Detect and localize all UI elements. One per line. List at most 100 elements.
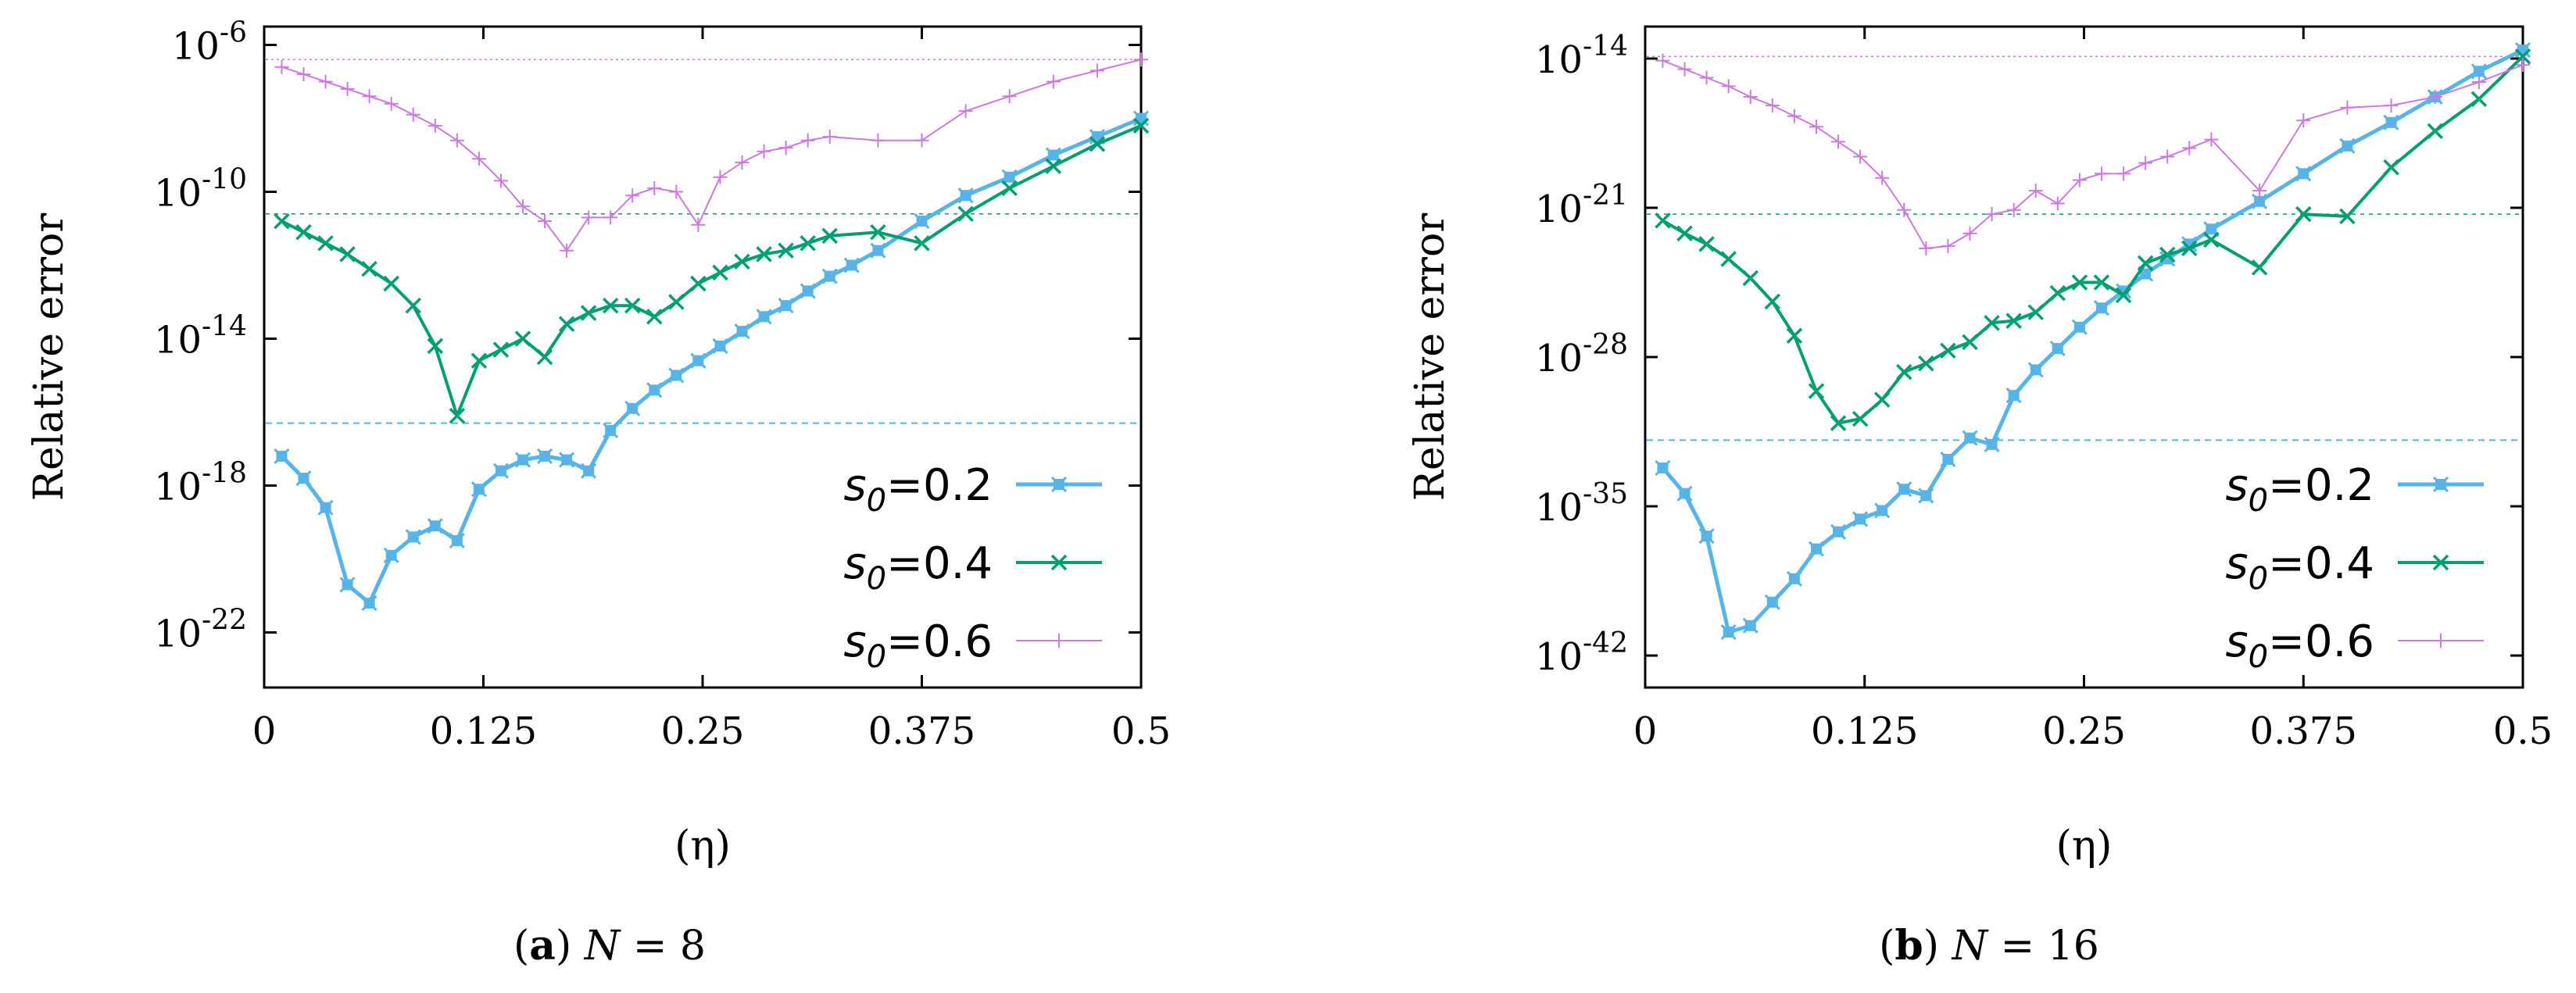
data-point — [1918, 355, 1934, 372]
x-tick-label: 0.5 — [2493, 709, 2553, 753]
data-point-cross — [470, 481, 487, 498]
data-point — [1962, 334, 1978, 351]
data-point-cross — [914, 213, 930, 230]
data-point — [449, 407, 466, 424]
data-point — [405, 297, 421, 314]
data-point — [560, 243, 574, 258]
y-tick-label: 10-6 — [172, 17, 247, 69]
data-point — [1046, 74, 1061, 89]
data-point — [2006, 202, 2021, 217]
data-point — [1852, 410, 1869, 427]
data-point — [1742, 270, 1758, 287]
y-tick-label: 10-42 — [1535, 627, 1628, 679]
data-point — [2137, 255, 2154, 272]
data-point — [318, 74, 333, 89]
data-point-cross — [646, 382, 663, 398]
chart-panel-b: 0 0.125 0.25 0.375 0.5 10-42 10-35 10-28 10-21 10… — [1407, 25, 2553, 970]
data-point — [2005, 313, 2022, 329]
data-point — [492, 341, 510, 358]
data-point — [2340, 100, 2355, 115]
data-point-cross — [2071, 319, 2088, 335]
data-point-cross — [712, 338, 728, 354]
data-point-cross — [1676, 485, 1693, 502]
x-tick-label: 0 — [252, 709, 277, 753]
data-point — [2159, 246, 2176, 263]
data-point-cross — [2383, 114, 2399, 130]
data-point — [2514, 48, 2531, 65]
data-point — [778, 242, 794, 259]
data-point — [2339, 208, 2356, 225]
data-point — [602, 297, 619, 314]
data-point — [2251, 259, 2268, 276]
data-point — [296, 67, 311, 82]
data-point — [712, 264, 728, 281]
data-point — [581, 210, 596, 225]
data-point-cross — [1698, 528, 1715, 545]
data-point — [1764, 293, 1781, 310]
data-point-cross — [756, 309, 772, 325]
y-axis-title: Relative error — [1407, 213, 1454, 502]
data-point-cross — [2027, 362, 2044, 378]
chart-panel-a: 0 0.125 0.25 0.375 0.5 10-22 10-18 10-14 10-10 10… — [26, 17, 1171, 970]
legend-label: s0=0.2 — [843, 460, 993, 519]
data-point-cross — [1720, 623, 1737, 641]
data-point — [647, 180, 662, 195]
data-point — [1720, 251, 1737, 267]
data-point-cross — [1132, 110, 1150, 127]
data-point — [2028, 184, 2043, 198]
data-point — [1809, 120, 1823, 134]
data-point — [538, 214, 553, 229]
series-s0=0.6 — [274, 52, 1148, 258]
data-point — [295, 223, 312, 241]
data-point — [2295, 205, 2312, 223]
legend-swatch-marker — [2434, 634, 2448, 648]
data-point — [471, 152, 486, 166]
data-point — [1962, 226, 1977, 241]
data-point — [1699, 70, 1714, 85]
data-point — [734, 253, 750, 270]
x-tick-label: 0.125 — [1811, 709, 1918, 753]
data-point-cross — [821, 268, 838, 284]
series-s0=0.6 — [1655, 53, 2530, 255]
legend-entry: s0=0.6 — [2225, 616, 2484, 675]
data-point — [427, 338, 444, 355]
legend-swatch-marker — [1050, 554, 1068, 571]
data-point-cross — [295, 470, 312, 487]
data-point — [1089, 63, 1104, 78]
data-point — [515, 199, 530, 214]
y-tick-label: 10-14 — [154, 311, 247, 363]
data-point — [274, 213, 290, 230]
data-point-cross — [2339, 138, 2356, 154]
x-axis-title: (η) — [674, 823, 731, 870]
data-point — [914, 235, 930, 252]
data-point-cross — [734, 323, 750, 340]
data-point-cross — [1852, 511, 1869, 527]
data-point — [1677, 62, 1692, 77]
data-point-cross — [1940, 451, 1956, 468]
data-point — [2471, 74, 2486, 89]
series-line — [281, 59, 1142, 252]
x-tick-label: 0.5 — [1111, 709, 1171, 753]
data-point — [317, 235, 334, 252]
data-point-cross — [2470, 63, 2487, 80]
data-point-cross — [2049, 341, 2066, 357]
legend-label: s0=0.6 — [843, 616, 993, 675]
data-point-cross — [581, 463, 597, 479]
data-point-cross — [603, 422, 619, 439]
data-point-cross — [2514, 41, 2531, 59]
data-point-cross — [870, 242, 886, 259]
data-point — [870, 223, 886, 241]
data-point-cross — [800, 283, 816, 299]
data-point-cross — [1764, 594, 1780, 610]
legend-swatch-marker — [2432, 554, 2449, 571]
data-point-cross — [317, 499, 334, 516]
data-point — [384, 96, 399, 111]
data-point-cross — [843, 257, 860, 273]
x-tick-label: 0.25 — [661, 709, 745, 753]
data-point-cross — [449, 532, 465, 549]
data-point — [2027, 304, 2044, 320]
data-point — [1984, 315, 2000, 331]
data-point — [1830, 415, 1847, 431]
data-point — [580, 305, 597, 321]
